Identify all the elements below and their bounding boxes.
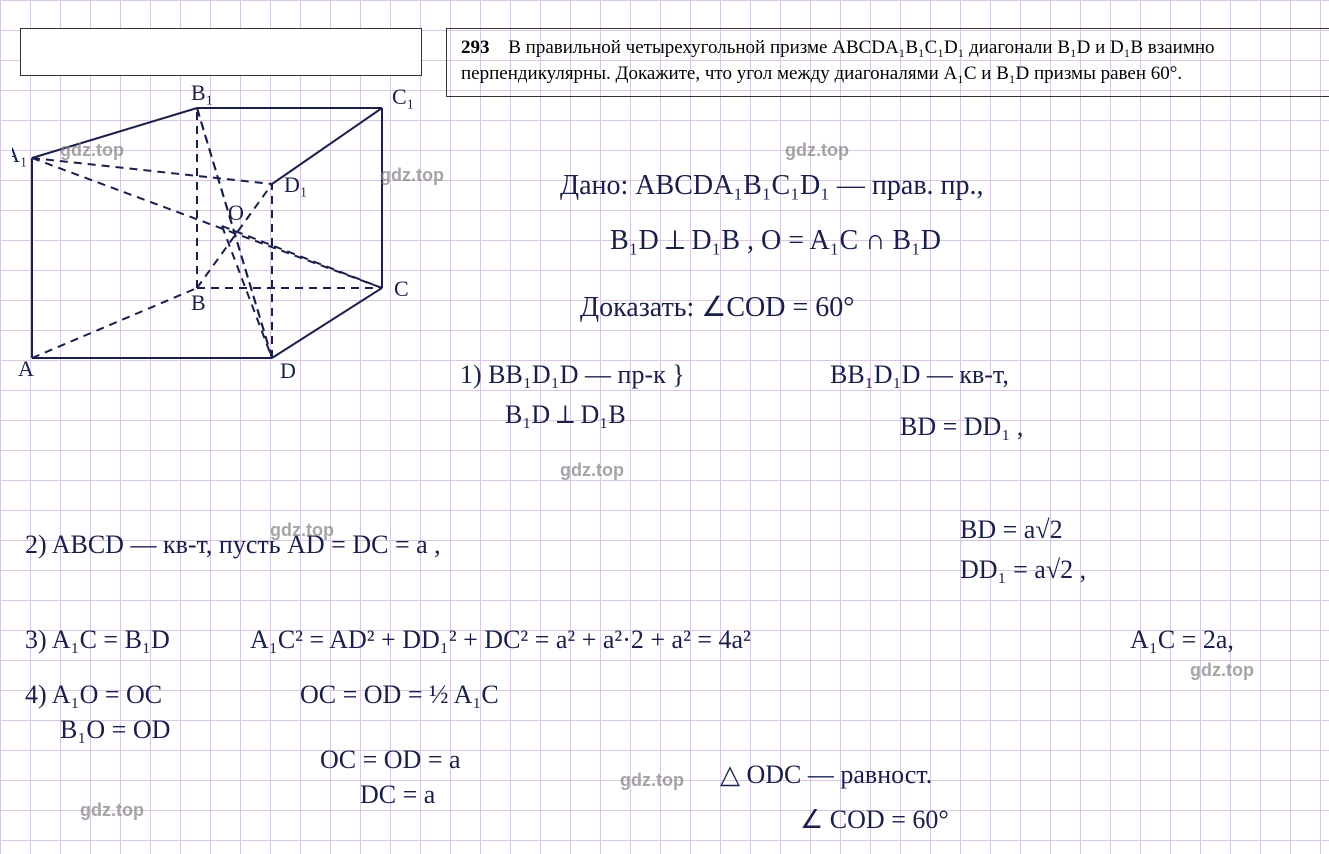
hand-line: DD₁ = a√2 , <box>960 555 1086 585</box>
hand-line: B₁D ⟂ D₁B <box>505 400 626 431</box>
watermark: gdz.top <box>1190 660 1254 681</box>
problem-text: В правильной четырехугольной призме ABCD… <box>461 37 1215 84</box>
vertex-label: D <box>280 358 296 378</box>
vertex-label: C₁ <box>392 84 414 109</box>
watermark: gdz.top <box>785 140 849 161</box>
vertex-label: D₁ <box>284 172 308 197</box>
vertex-label: B <box>191 290 206 315</box>
hand-line: OC = OD = a <box>320 745 461 775</box>
vertex-label: B₁ <box>191 80 213 105</box>
prism-drawing: A D C B A₁ B₁ C₁ D₁ O <box>12 78 432 378</box>
vertex-label: O <box>228 200 244 225</box>
hand-line: BD = a√2 <box>960 515 1063 545</box>
hand-line: △ ODC — равност. <box>720 760 932 790</box>
hand-line: BD = DD₁ , <box>900 412 1023 442</box>
watermark: gdz.top <box>620 770 684 791</box>
blank-title-box <box>20 28 422 76</box>
watermark: gdz.top <box>560 460 624 481</box>
vertex-label: A₁ <box>12 142 28 167</box>
hand-line: ∠ COD = 60° <box>800 805 949 835</box>
hand-line: B₁D ⟂ D₁B , O = A₁C ∩ B₁D <box>610 225 941 257</box>
problem-number: 293 <box>461 37 490 58</box>
watermark: gdz.top <box>80 800 144 821</box>
hand-line: Доказать: ∠COD = 60° <box>580 290 854 324</box>
hand-line: DC = a <box>360 780 435 810</box>
problem-statement-box: 293 В правильной четырехугольной призме … <box>446 28 1329 97</box>
hand-line: A₁C = 2a, <box>1130 625 1234 655</box>
hand-line: B₁O = OD <box>60 715 170 745</box>
vertex-label: C <box>394 276 409 301</box>
watermark: gdz.top <box>60 140 124 161</box>
hand-line: 4) A₁O = OC <box>25 680 162 710</box>
hand-line: 2) ABCD — кв-т, пусть AD = DC = a , <box>25 530 441 560</box>
hand-line: 3) A₁C = B₁D <box>25 625 170 655</box>
watermark: gdz.top <box>270 520 334 541</box>
hand-line: 1) BB₁D₁D — пр-к } <box>460 360 685 390</box>
hand-line: Дано: ABCDA₁B₁C₁D₁ — прав. пр., <box>560 170 984 202</box>
hand-line: OC = OD = ½ A₁C <box>300 680 499 710</box>
hand-line: BB₁D₁D — кв-т, <box>830 360 1009 390</box>
watermark: gdz.top <box>380 165 444 186</box>
hand-line: A₁C² = AD² + DD₁² + DC² = a² + a²·2 + a²… <box>250 625 751 655</box>
vertex-label: A <box>18 356 34 378</box>
